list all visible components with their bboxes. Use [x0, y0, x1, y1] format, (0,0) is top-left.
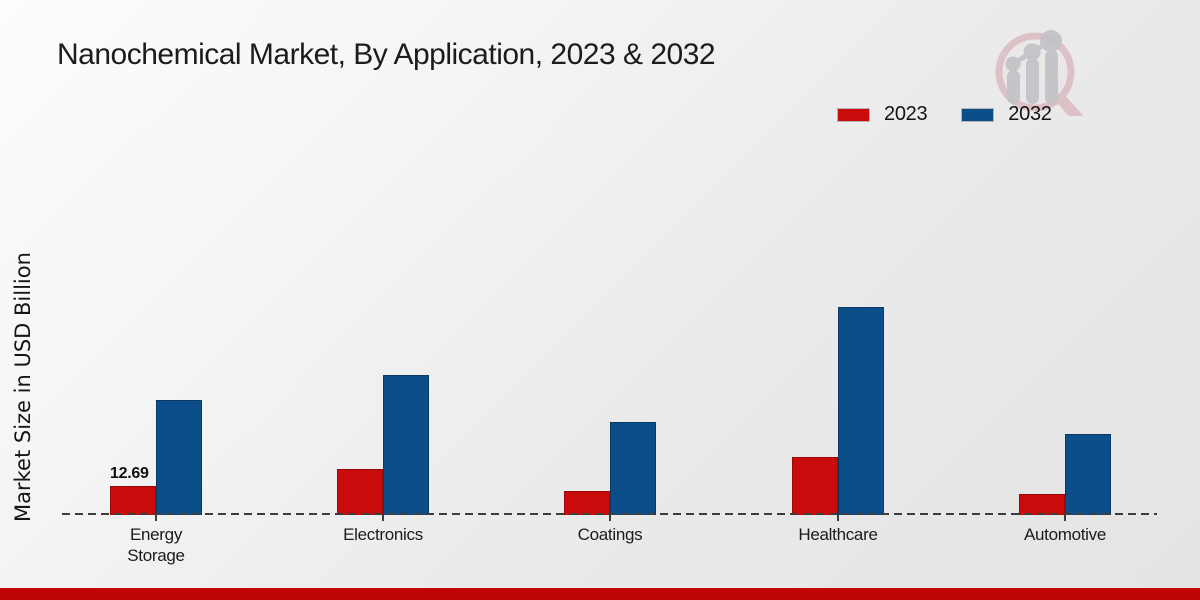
magnifier-bar-chart-logo-icon [995, 30, 1084, 116]
x-tick-electronics [382, 515, 384, 521]
legend-swatch-2023 [837, 107, 870, 122]
bar-2032-energy-storage [156, 400, 202, 515]
x-axis-baseline [62, 513, 1157, 515]
chart-title: Nanochemical Market, By Application, 202… [57, 38, 716, 71]
bar-2023-coatings [564, 491, 610, 515]
legend-label-2023: 2023 [884, 103, 928, 125]
category-label-coatings: Coatings [577, 525, 643, 544]
bar-2032-coatings [610, 422, 656, 515]
bar-2023-energy-storage [110, 486, 156, 515]
legend-item-2032: 2032 [961, 103, 1052, 126]
x-tick-automotive [1064, 515, 1066, 521]
x-tick-coatings [609, 515, 611, 521]
category-label-automotive: Automotive [1023, 525, 1107, 544]
bar-2023-electronics [337, 469, 383, 515]
bar-2023-healthcare [792, 457, 838, 515]
value-label-2023-energy-storage: 12.69 [110, 465, 149, 482]
category-label-electronics: Electronics [343, 525, 423, 544]
x-tick-healthcare [837, 515, 839, 521]
category-label-energy-storage: Energy Storage [127, 525, 185, 566]
x-tick-energy-storage [155, 515, 157, 521]
legend-swatch-2032 [961, 107, 995, 122]
legend: 2023 2032 [837, 103, 1052, 126]
bar-2023-automotive [1019, 494, 1065, 515]
y-axis-label: Market Size in USD Billion [11, 252, 35, 522]
legend-item-2023: 2023 [837, 103, 928, 126]
bar-2032-electronics [383, 375, 429, 515]
category-label-healthcare: Healthcare [798, 525, 878, 544]
bar-2032-healthcare [838, 307, 884, 515]
logo-bars [1005, 30, 1062, 104]
bar-2032-automotive [1065, 434, 1111, 515]
legend-label-2032: 2032 [1008, 103, 1052, 125]
footer-accent-strip [0, 588, 1200, 600]
